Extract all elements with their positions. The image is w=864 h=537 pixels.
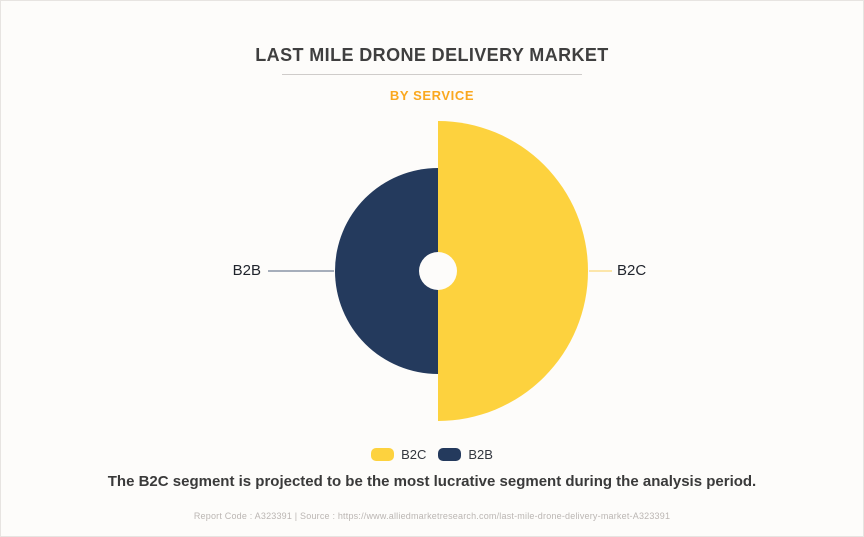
- chart-legend: B2C B2B: [1, 447, 863, 462]
- b2c-slice-label: B2C: [617, 262, 647, 279]
- donut-hole: [419, 252, 457, 290]
- b2b-slice-label: B2B: [232, 262, 261, 279]
- title-divider: [282, 74, 582, 75]
- legend-item-b2b: B2B: [438, 447, 493, 462]
- chart-subtitle: BY SERVICE: [389, 88, 475, 103]
- legend-label-b2b: B2B: [468, 447, 493, 462]
- pie-slice-b2b: [335, 168, 438, 374]
- legend-item-b2c: B2C: [371, 447, 426, 462]
- legend-label-b2c: B2C: [401, 447, 427, 462]
- chart-header: LAST MILE DRONE DELIVERY MARKET BY SERVI…: [1, 45, 863, 103]
- report-source-note: Report Code : A323391 | Source : https:/…: [193, 511, 671, 521]
- chart-caption: The B2C segment is projected to be the m…: [107, 473, 757, 490]
- pie-slice-b2c: [438, 121, 588, 421]
- legend-swatch-b2c: [371, 448, 395, 461]
- legend-swatch-b2b: [438, 448, 462, 461]
- page-title: LAST MILE DRONE DELIVERY MARKET: [255, 45, 609, 65]
